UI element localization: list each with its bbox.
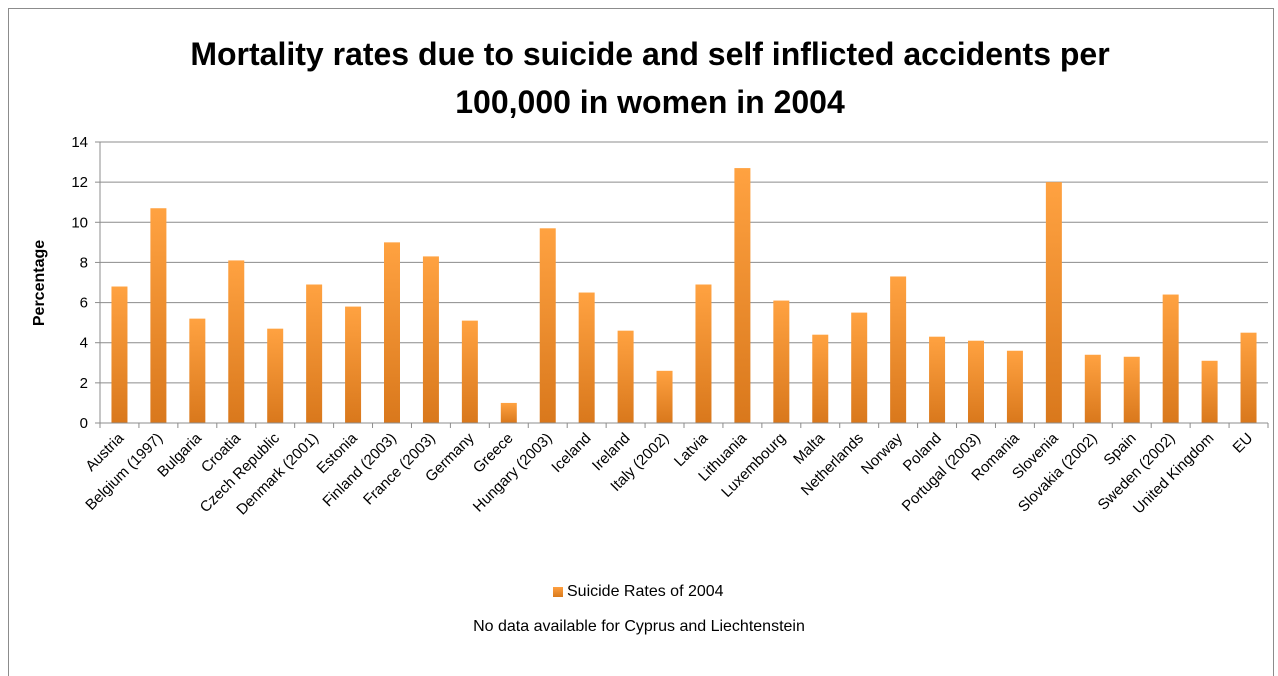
axes [95, 141, 1269, 428]
bar-ireland [617, 330, 634, 423]
bar-spain [1123, 356, 1140, 423]
bar-denmark-2001 [306, 284, 323, 423]
bar-eu [1240, 332, 1257, 423]
bar-czech-republic [267, 328, 284, 423]
y-tick-label: 4 [80, 335, 88, 352]
chart-frame [8, 8, 1274, 676]
y-tick-label: 10 [71, 214, 88, 231]
y-tick-label: 12 [71, 174, 88, 191]
bar-austria [111, 286, 128, 423]
bar-united-kingdom [1201, 360, 1218, 423]
chart-title-line-1: Mortality rates due to suicide and self … [190, 36, 1110, 72]
y-tick-label: 6 [80, 295, 88, 312]
legend-swatch [553, 587, 563, 597]
y-tick-label: 14 [71, 134, 88, 151]
bar-slovenia [1045, 182, 1062, 423]
bar-estonia [345, 306, 362, 423]
bar-netherlands [851, 312, 868, 423]
chart-title: Mortality rates due to suicide and self … [0, 30, 1278, 126]
bar-poland [929, 336, 946, 423]
bar-iceland [578, 292, 595, 423]
x-tick-label: Norway [858, 429, 906, 477]
y-tick-label: 0 [80, 415, 88, 432]
x-tick-label: EU [1230, 430, 1257, 457]
bar-portugal-2003 [968, 340, 984, 423]
bar-bulgaria [189, 318, 206, 423]
y-axis-label: Percentage [31, 240, 48, 326]
gridlines [100, 141, 1268, 424]
x-tick-label: Iceland [548, 430, 594, 476]
footnote: No data available for Cyprus and Liechte… [473, 618, 805, 635]
legend: Suicide Rates of 2004 [553, 583, 724, 601]
y-tick-label: 2 [80, 375, 88, 392]
bar-norway [890, 276, 907, 423]
legend-label: Suicide Rates of 2004 [567, 583, 724, 600]
bar-lithuania [734, 168, 751, 423]
bar-luxembourg [773, 300, 790, 423]
x-tick-label: Bulgaria [154, 429, 205, 480]
bar-croatia [228, 260, 245, 423]
bar-latvia [695, 284, 712, 423]
bar-italy-2002 [656, 370, 673, 423]
bar-finland-2003 [384, 242, 400, 423]
y-tick-labels: 0 2 4 6 8 10 12 14 [71, 134, 88, 432]
bar-belgium-1997 [150, 208, 167, 423]
chart-title-line-2: 100,000 in women in 2004 [455, 84, 845, 120]
bar-sweden-2002 [1162, 294, 1179, 423]
bar-malta [812, 334, 829, 423]
bar-slovakia-2002 [1084, 354, 1101, 423]
bar-greece [500, 402, 517, 423]
y-tick-label: 8 [80, 254, 88, 271]
bar-hungary-2003 [539, 228, 556, 423]
bars [111, 168, 1257, 423]
bar-romania [1006, 350, 1023, 423]
bar-germany [461, 320, 478, 423]
bar-france-2003 [422, 256, 439, 423]
